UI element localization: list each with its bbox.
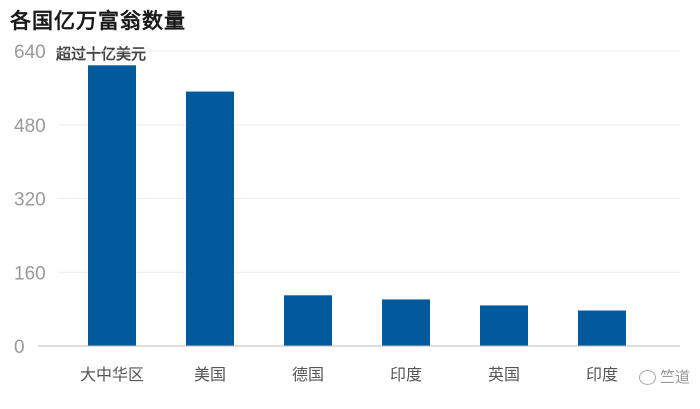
x-tick-label: 印度	[390, 365, 422, 384]
bar	[186, 91, 234, 346]
watermark-text: 竺道	[659, 368, 690, 386]
bar	[382, 299, 430, 346]
x-tick-label: 德国	[292, 365, 324, 384]
wechat-icon	[638, 370, 656, 385]
bar	[88, 65, 136, 346]
y-tick-label: 320	[14, 190, 46, 211]
x-tick-label: 英国	[488, 365, 520, 384]
bar	[284, 295, 332, 346]
chart-title: 各国亿万富翁数量	[10, 9, 186, 33]
watermark: 竺道	[638, 366, 690, 387]
y-tick-label: 640	[14, 42, 46, 63]
chart-subtitle: 超过十亿美元	[56, 45, 147, 63]
x-tick-label: 大中华区	[80, 365, 144, 384]
x-tick-label: 美国	[194, 365, 226, 384]
axes: 0 160 320 480 640 大中华区 美国 德国 印度 英国 印度	[14, 42, 680, 384]
x-tick-label: 印度	[586, 365, 618, 384]
bars	[88, 65, 626, 346]
y-tick-label: 0	[14, 337, 25, 358]
bar	[578, 310, 626, 346]
y-tick-label: 480	[14, 116, 46, 137]
y-tick-label: 160	[14, 263, 46, 284]
bar	[480, 305, 528, 346]
grid-lines	[58, 50, 680, 273]
